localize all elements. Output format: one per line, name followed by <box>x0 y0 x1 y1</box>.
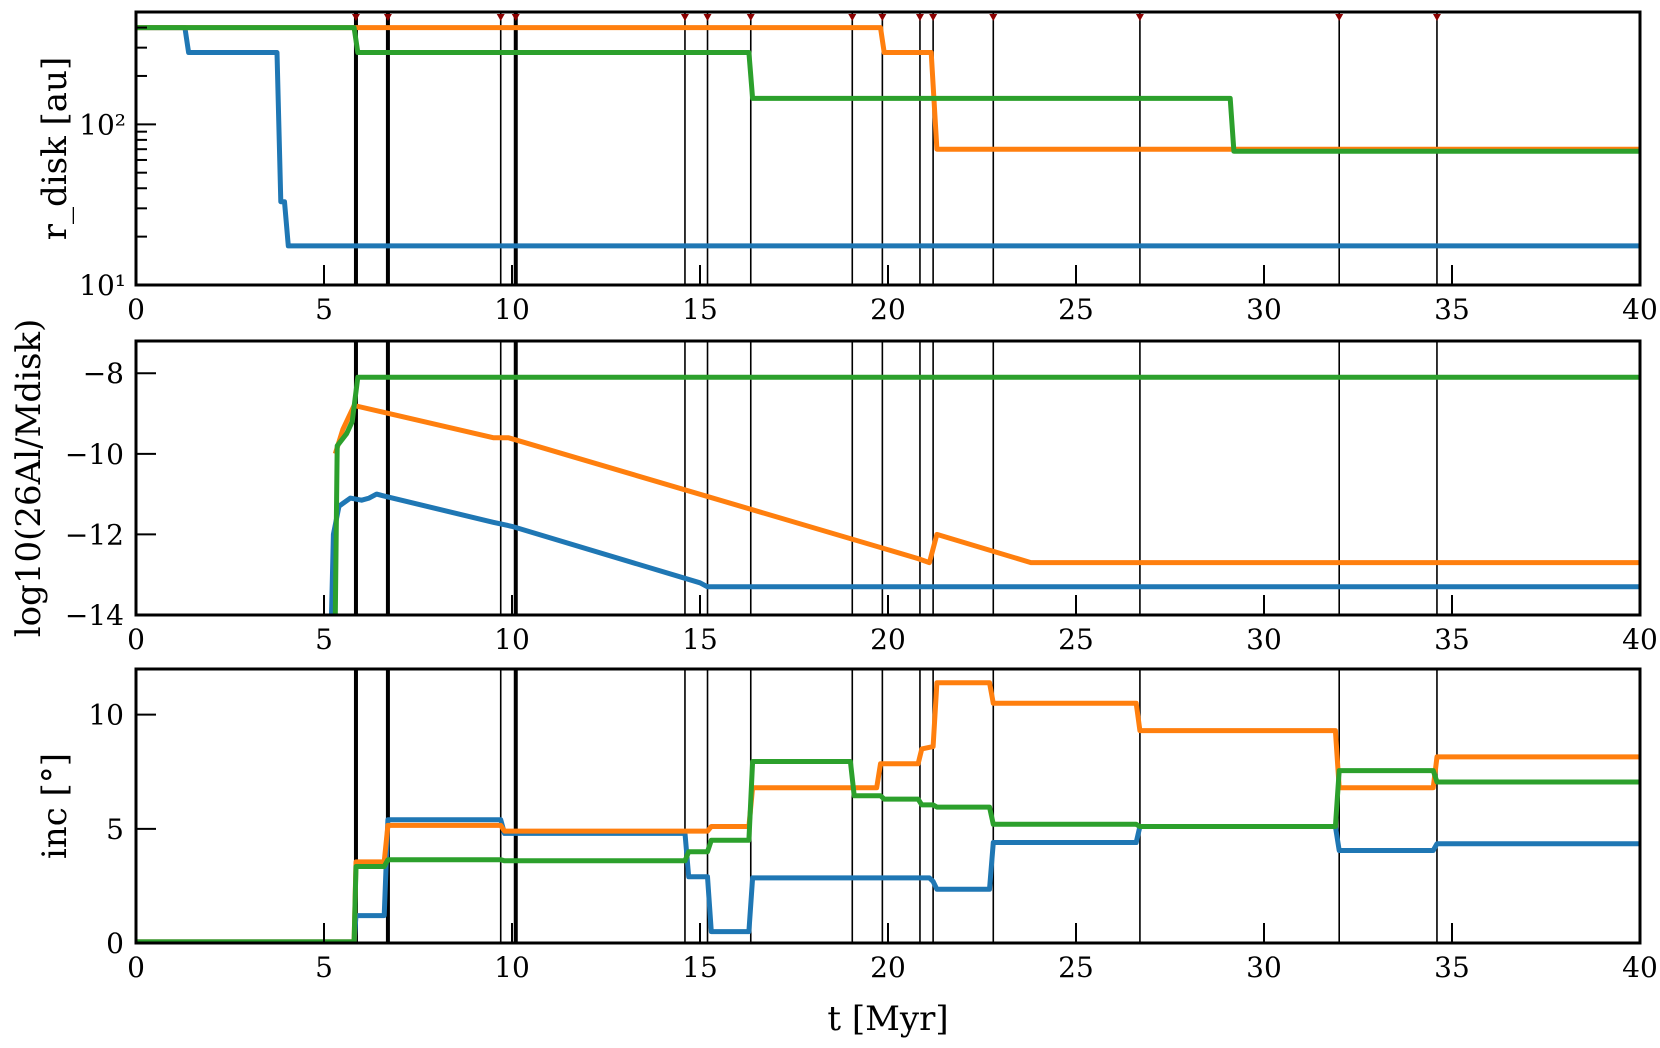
x-tick-label: 0 <box>127 951 145 984</box>
x-tick-label: 0 <box>127 293 145 326</box>
x-tick-label: 25 <box>1058 623 1094 656</box>
axes-frame-top <box>134 10 1642 287</box>
x-tick-label: 5 <box>315 623 333 656</box>
y-axis-title-middle: log10(26Al/Mdisk) <box>9 319 49 638</box>
x-tick-label: 30 <box>1246 623 1282 656</box>
x-tick-label: 35 <box>1434 623 1470 656</box>
event-lines-middle <box>353 341 1438 615</box>
event-lines-bottom <box>353 669 1438 943</box>
panel-top: 0 5 10 15 20 25 30 35 40 10¹ 10² r_disk [au] <box>35 10 1658 326</box>
event-marker <box>680 14 689 21</box>
event-marker <box>915 14 924 21</box>
event-marker <box>511 14 520 21</box>
series-line <box>136 680 1640 945</box>
x-tick-label: 10 <box>494 293 530 326</box>
x-tick-label: 40 <box>1622 623 1658 656</box>
x-tick-label: 25 <box>1058 951 1094 984</box>
event-marker <box>848 14 857 21</box>
event-marker <box>496 14 505 21</box>
event-marker <box>351 14 360 21</box>
event-marker <box>746 14 755 21</box>
x-tick-label: 15 <box>682 951 718 984</box>
y-axis-title-bottom: inc [°] <box>35 753 75 859</box>
axes-frame-middle <box>134 339 1642 617</box>
series-line <box>332 403 1640 566</box>
y-tick-label: 10 <box>88 699 124 732</box>
ticks-middle: 0 5 10 15 20 25 30 35 40 −14 −12 −10 −8 <box>65 357 1658 656</box>
y-tick-label: 5 <box>106 813 124 846</box>
ticks-top: 0 5 10 15 20 25 30 35 40 10¹ 10² <box>79 26 1658 326</box>
series-lines-bottom <box>136 680 1640 945</box>
y-tick-label: −10 <box>65 438 124 471</box>
x-tick-label: 10 <box>494 951 530 984</box>
axes-frame-bottom <box>134 667 1642 945</box>
event-marker <box>878 14 887 21</box>
x-tick-label: 20 <box>870 293 906 326</box>
x-tick-label: 10 <box>494 623 530 656</box>
y-tick-label: 10² <box>79 108 126 141</box>
event-markers-top <box>351 14 1441 21</box>
event-marker <box>383 14 392 21</box>
x-tick-label: 40 <box>1622 293 1658 326</box>
event-marker <box>929 14 938 21</box>
series-lines-top <box>136 25 1640 249</box>
x-tick-label: 20 <box>870 623 906 656</box>
event-marker <box>1135 14 1144 21</box>
x-tick-label: 40 <box>1622 951 1658 984</box>
x-tick-label: 20 <box>870 951 906 984</box>
series-line <box>136 25 1640 249</box>
series-line <box>329 491 1640 616</box>
y-tick-label: −14 <box>65 599 124 632</box>
series-line <box>136 25 1640 154</box>
y-tick-label: 10¹ <box>79 269 126 302</box>
event-marker <box>989 14 998 21</box>
x-tick-label: 35 <box>1434 951 1470 984</box>
x-tick-label: 15 <box>682 623 718 656</box>
ticks-bottom: 0 5 10 15 20 25 30 35 40 0 5 10 <box>88 699 1657 984</box>
y-tick-label: −12 <box>65 518 124 551</box>
series-line <box>136 759 1640 945</box>
series-line <box>136 25 1640 152</box>
x-axis-title: t [Myr] <box>827 999 948 1039</box>
x-tick-label: 5 <box>315 951 333 984</box>
series-lines-middle <box>329 374 1640 616</box>
panel-bottom: 0 5 10 15 20 25 30 35 40 0 5 10 inc [°] t [Myr] <box>35 667 1658 1039</box>
y-axis-title-top: r_disk [au] <box>35 57 75 240</box>
panel-middle: 0 5 10 15 20 25 30 35 40 −14 −12 −10 −8 log10(26Al/M… <box>9 319 1658 656</box>
x-tick-label: 25 <box>1058 293 1094 326</box>
x-tick-label: 30 <box>1246 293 1282 326</box>
y-tick-label: 0 <box>106 927 124 960</box>
series-line <box>332 374 1640 616</box>
y-tick-label: −8 <box>83 357 124 390</box>
x-tick-label: 30 <box>1246 951 1282 984</box>
event-marker <box>1432 14 1441 21</box>
x-tick-label: 15 <box>682 293 718 326</box>
x-tick-label: 5 <box>315 293 333 326</box>
event-marker <box>703 14 712 21</box>
x-tick-label: 0 <box>127 623 145 656</box>
x-tick-label: 35 <box>1434 293 1470 326</box>
event-marker <box>1335 14 1344 21</box>
